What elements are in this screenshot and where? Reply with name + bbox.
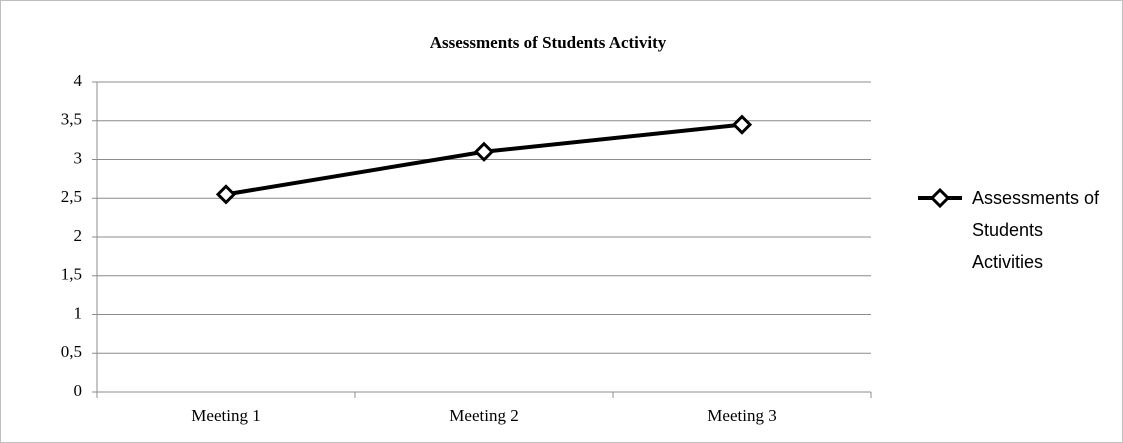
y-tick-label: 4 [74, 71, 83, 90]
chart-title: Assessments of Students Activity [430, 33, 667, 52]
y-tick-label: 1,5 [61, 265, 82, 284]
legend-label: Assessments of Students Activities [972, 188, 1100, 272]
y-tick-label: 0,5 [61, 342, 82, 361]
point-marker [215, 184, 237, 205]
x-tick-label: Meeting 1 [191, 406, 260, 425]
point-marker [731, 114, 753, 135]
x-tick-label: Meeting 2 [449, 406, 518, 425]
y-tick-label: 2 [74, 226, 83, 245]
legend-entry: Assessments of Students Activities [972, 188, 1100, 272]
y-tick-label: 2,5 [61, 187, 82, 206]
y-tick-label: 0 [74, 381, 83, 400]
y-tick-label: 1 [74, 303, 83, 322]
y-tick-label: 3 [74, 148, 83, 167]
point-marker [473, 141, 495, 162]
y-tick-label: 3,5 [61, 110, 82, 129]
legend-marker [929, 187, 951, 209]
x-tick-label: Meeting 3 [707, 406, 776, 425]
